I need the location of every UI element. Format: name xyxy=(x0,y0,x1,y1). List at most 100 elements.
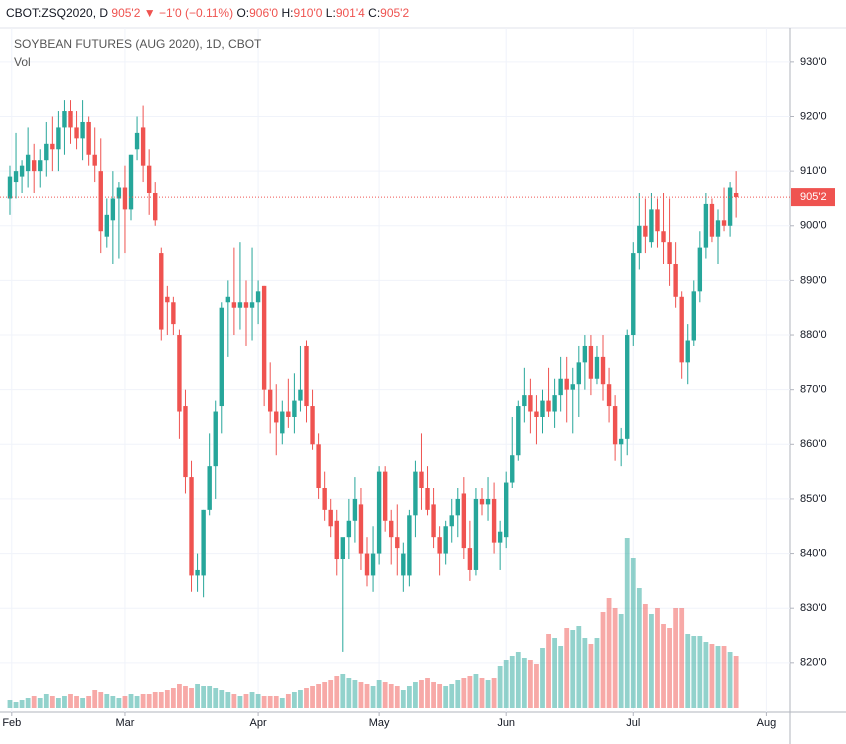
candle-body xyxy=(703,203,709,248)
volume-bar xyxy=(721,646,727,708)
volume-bar xyxy=(304,688,309,708)
volume-bar xyxy=(340,674,346,708)
volume-bar xyxy=(636,588,642,708)
y-tick-label: 840'0 xyxy=(800,547,827,559)
l-label: L: xyxy=(326,6,336,20)
candle-body xyxy=(449,515,454,527)
volume-bar xyxy=(291,692,297,708)
volume-bar xyxy=(552,638,558,708)
volume-bar xyxy=(503,660,509,708)
volume-bar xyxy=(624,538,630,708)
volume-bar xyxy=(31,696,37,708)
h-label: H: xyxy=(281,6,293,20)
candle-body xyxy=(491,498,497,543)
candle-body xyxy=(395,537,400,549)
volume-bar xyxy=(649,614,654,708)
candle-body xyxy=(727,187,733,226)
volume-bar xyxy=(388,684,394,708)
candle-body xyxy=(685,340,690,363)
candle-body xyxy=(352,498,358,521)
volume-bar xyxy=(491,678,497,708)
candle-body xyxy=(497,531,503,543)
candle-body xyxy=(280,411,285,434)
candle-body xyxy=(44,143,49,161)
candle-body xyxy=(437,537,442,554)
candle-body xyxy=(328,509,333,527)
volume-bar xyxy=(19,700,25,708)
volume-bar xyxy=(231,694,237,708)
y-tick-label: 910'0 xyxy=(800,165,827,177)
candle-body xyxy=(195,569,200,576)
volume-bar xyxy=(334,676,340,708)
volume-bar xyxy=(667,628,672,708)
candle-body xyxy=(62,111,67,128)
candle-body xyxy=(401,553,406,576)
volume-bar xyxy=(394,686,400,708)
x-tick-label: Jun xyxy=(497,717,515,729)
candle-body xyxy=(249,302,255,308)
c: 905'2 xyxy=(380,6,409,20)
candle-body xyxy=(679,296,684,363)
volume-bar xyxy=(727,652,733,708)
y-tick-label: 850'0 xyxy=(800,493,827,505)
volume-bar xyxy=(370,686,376,708)
volume-bar xyxy=(642,604,648,708)
candle-body xyxy=(128,154,134,210)
candle-body xyxy=(425,488,430,510)
volume-bar xyxy=(170,688,176,708)
volume-bar xyxy=(691,636,697,708)
candle-body xyxy=(104,214,110,237)
volume-bar xyxy=(406,686,412,708)
candle-body xyxy=(588,345,594,379)
candle-body xyxy=(618,438,624,445)
volume-bar xyxy=(158,692,164,708)
candle-body xyxy=(594,356,600,379)
candle-body xyxy=(74,127,79,139)
candle-body xyxy=(201,509,206,576)
volume-bar xyxy=(62,696,67,708)
volume-bar xyxy=(661,624,666,708)
last-price-box xyxy=(791,188,835,207)
candle-body xyxy=(612,406,618,445)
candle-body xyxy=(134,132,140,150)
y-tick-label: 830'0 xyxy=(800,602,827,614)
volume-bar xyxy=(540,648,545,708)
volume-bar xyxy=(55,698,61,708)
candle-body xyxy=(673,264,678,297)
candle-body xyxy=(116,187,122,199)
candle-body xyxy=(274,411,279,423)
candle-body xyxy=(316,444,321,489)
volume-bar xyxy=(612,608,618,708)
volume-bar xyxy=(527,660,533,708)
volume-bar xyxy=(128,694,134,708)
candle-body xyxy=(431,504,436,538)
volume-bar xyxy=(419,680,424,708)
candle-body xyxy=(376,471,382,554)
candle-body xyxy=(165,296,170,303)
y-tick-label: 900'0 xyxy=(800,220,827,232)
candle-body xyxy=(38,160,43,172)
candle-body xyxy=(382,471,388,521)
candle-body xyxy=(455,498,460,516)
volume-bar xyxy=(358,682,364,708)
x-tick-label: Jul xyxy=(626,717,640,729)
volume-bar xyxy=(249,692,255,708)
volume-bar xyxy=(382,682,388,708)
candle-body xyxy=(667,242,672,265)
candle-body xyxy=(370,553,376,576)
volume-bar xyxy=(213,688,219,708)
candle-body xyxy=(159,253,164,330)
volume-bar xyxy=(588,644,594,708)
x-tick-label: Apr xyxy=(250,717,267,729)
candle-body xyxy=(655,209,660,232)
volume-bar xyxy=(243,694,249,708)
last-price-label: 905'2 xyxy=(800,191,827,203)
candle-body xyxy=(534,411,539,417)
volume-bar xyxy=(86,696,92,708)
candle-body xyxy=(389,520,394,538)
o-label: O: xyxy=(236,6,249,20)
volume-bar xyxy=(122,696,128,708)
volume-bar xyxy=(110,696,116,708)
candle-body xyxy=(649,209,654,243)
volume-bar xyxy=(13,702,19,708)
